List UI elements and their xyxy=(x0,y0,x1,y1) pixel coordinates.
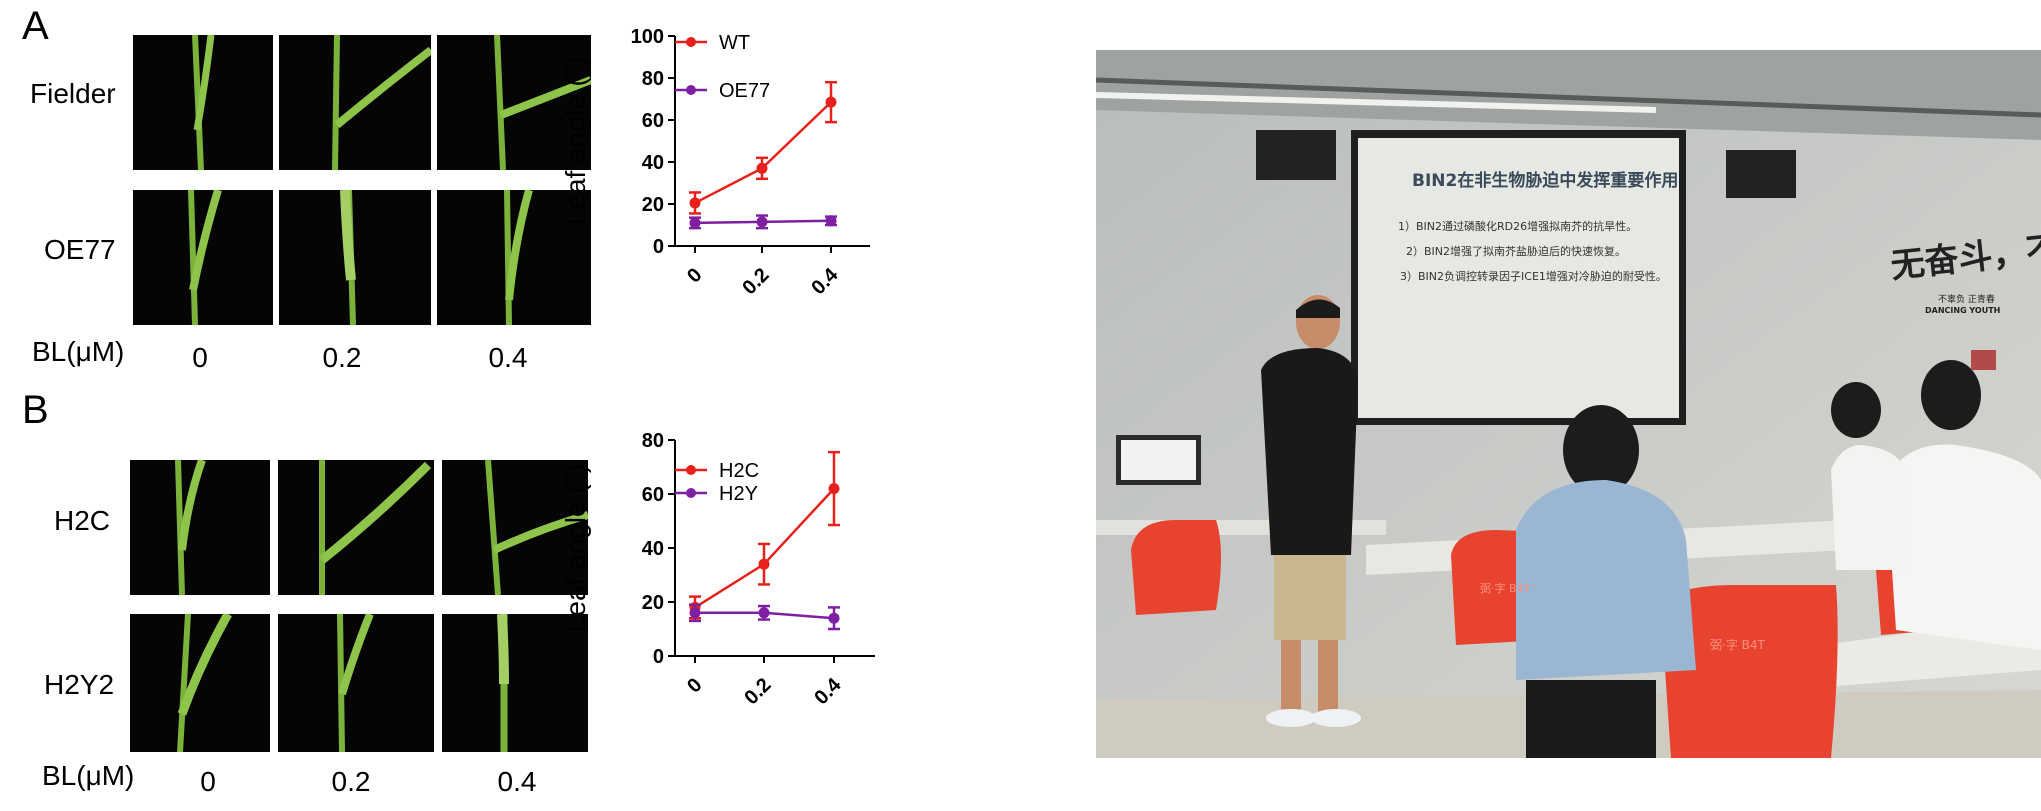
x-tick-label: 0.2 xyxy=(740,674,775,709)
y-tick-label: 20 xyxy=(642,592,664,614)
leaf-image-h2y2-02 xyxy=(278,614,434,752)
leaf-image-h2c-04 xyxy=(442,460,588,595)
data-point xyxy=(828,483,840,495)
legend-entry-h2y: H2Y xyxy=(675,483,758,505)
dose-label-a-2: 0.4 xyxy=(488,342,528,373)
legend-entry-h2c: H2C xyxy=(675,460,759,482)
y-tick-label: 80 xyxy=(642,430,664,452)
data-point xyxy=(689,607,701,619)
data-point xyxy=(689,197,701,209)
legend-label: H2Y xyxy=(719,483,758,505)
series-oe77 xyxy=(689,214,837,230)
leaf-image-h2c-0 xyxy=(130,460,270,595)
series-line-wt xyxy=(694,101,832,205)
row-label-oe77: OE77 xyxy=(44,234,116,265)
y-tick-label: 100 xyxy=(631,26,664,48)
data-point xyxy=(758,558,770,570)
dose-label-b-1: 0.2 xyxy=(331,766,371,797)
legend-marker xyxy=(686,37,696,47)
x-tick-label: 0 xyxy=(683,264,706,287)
row-label-h2y2: H2Y2 xyxy=(44,669,115,700)
bl-label-a: BL(μM) xyxy=(32,336,125,367)
dose-label-b-0: 0 xyxy=(200,766,216,797)
leaf-image-oe77-04 xyxy=(437,190,591,325)
y-tick-label: 40 xyxy=(642,152,664,174)
x-tick-label: 0 xyxy=(683,674,706,697)
data-point xyxy=(825,215,837,227)
bl-label-b: BL(μM) xyxy=(42,760,135,791)
leaf-image-oe77-02 xyxy=(279,190,431,325)
legend-entry-oe77: OE77 xyxy=(675,80,770,102)
data-point xyxy=(756,162,768,174)
wall-small-text-2: DANCING YOUTH xyxy=(1925,306,2001,315)
chair-mark-1: 弼·字 B4T xyxy=(1480,582,1531,595)
row-label-fielder: Fielder xyxy=(30,78,116,109)
y-tick-label: 0 xyxy=(653,646,664,668)
data-point xyxy=(828,612,840,624)
leaf-image-fielder-04 xyxy=(437,35,591,170)
legend-label: OE77 xyxy=(719,80,770,102)
y-tick-label: 60 xyxy=(642,110,664,132)
chart-axes: 0 20 40 60 80 0 0.2 0.4 Leaf angle (°) xyxy=(560,430,875,709)
x-tick-label: 0.4 xyxy=(807,263,843,299)
series-h2y xyxy=(689,603,840,631)
slide-line-1: 1）BIN2通过磷酸化RD26增强拟南芥的抗旱性。 xyxy=(1398,220,1638,233)
classroom-photo xyxy=(1096,50,2041,758)
y-tick-label: 40 xyxy=(642,538,664,560)
row-label-h2c: H2C xyxy=(54,505,111,536)
leaf-image-h2y2-04 xyxy=(442,614,588,752)
dose-label-a-0: 0 xyxy=(192,342,208,373)
y-axis-title: Leaf angle (°) xyxy=(560,464,591,632)
panel-a-letter: A xyxy=(22,4,49,48)
leaf-image-h2c-02 xyxy=(278,460,434,595)
series-wt xyxy=(689,80,837,215)
y-tick-label: 20 xyxy=(642,194,664,216)
dose-label-b-2: 0.4 xyxy=(497,766,537,797)
slide-line-2: 2）BIN2增强了拟南芥盐胁迫后的快速恢复。 xyxy=(1406,245,1627,258)
x-tick-label: 0.2 xyxy=(738,264,773,299)
data-point xyxy=(756,216,768,228)
data-point xyxy=(689,217,701,229)
legend-label: H2C xyxy=(719,460,759,482)
slide-line-3: 3）BIN2负调控转录因子ICE1增强对冷胁迫的耐受性。 xyxy=(1400,270,1667,283)
data-point xyxy=(758,607,770,619)
wall-small-text-1: 不辜负 正青春 xyxy=(1938,295,1995,305)
y-tick-label: 80 xyxy=(642,68,664,90)
chart-axes: 0 20 40 60 80 100 0 0.2 0.4 Leaf angle (°) xyxy=(560,26,870,299)
legend-marker xyxy=(686,85,696,95)
legend-marker xyxy=(686,465,696,475)
y-tick-label: 60 xyxy=(642,484,664,506)
leaf-image-fielder-0 xyxy=(133,35,273,170)
legend-label: WT xyxy=(719,32,750,54)
data-point xyxy=(825,96,837,108)
series-h2c xyxy=(689,450,840,620)
leaf-image-fielder-02 xyxy=(279,35,431,170)
panel-b-letter: B xyxy=(22,388,49,432)
dose-label-a-1: 0.2 xyxy=(322,342,362,373)
y-tick-label: 0 xyxy=(653,236,664,258)
x-tick-label: 0.4 xyxy=(810,673,846,709)
slide-title: BIN2在非生物胁迫中发挥重要作用 xyxy=(1412,171,1679,191)
leaf-angle-chart-a: 0 20 40 60 80 100 0 0.2 0.4 Leaf angle (°) WT OE77 xyxy=(560,26,870,299)
leaf-image-oe77-0 xyxy=(133,190,273,325)
chair-mark-2: 弼·字 B4T xyxy=(1710,638,1765,652)
legend-entry-wt: WT xyxy=(675,32,750,54)
legend-marker xyxy=(686,488,696,498)
leaf-image-h2y2-0 xyxy=(130,614,270,752)
y-axis-title: Leaf angle (°) xyxy=(560,57,591,225)
